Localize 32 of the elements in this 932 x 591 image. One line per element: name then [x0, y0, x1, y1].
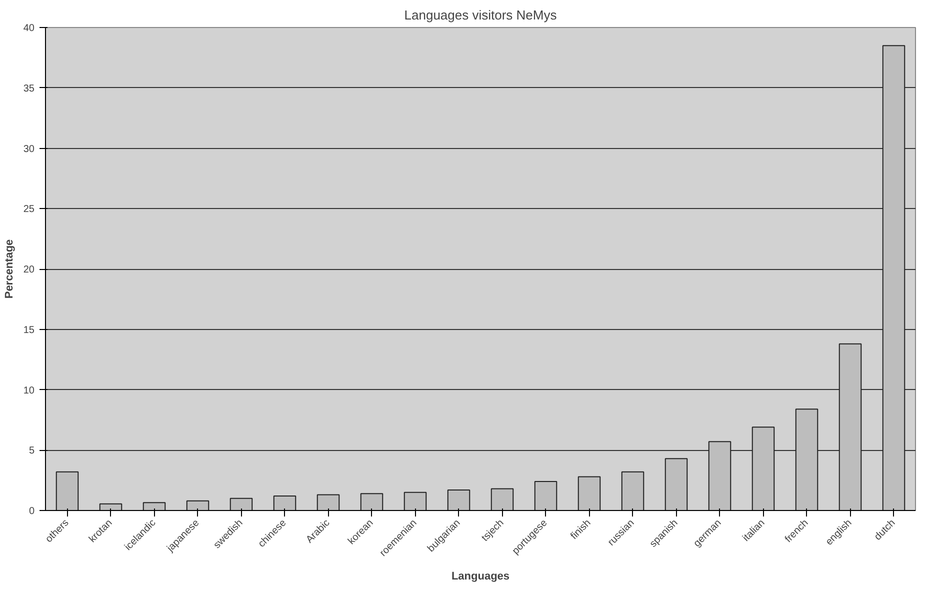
- bar: [534, 481, 558, 510]
- bar: [447, 489, 470, 510]
- y-tick-label: 30: [23, 144, 35, 155]
- bar: [273, 496, 296, 510]
- bar: [404, 492, 427, 510]
- bar: [186, 500, 210, 510]
- y-tick-label: 20: [23, 264, 35, 276]
- x-axis-title: Languages: [451, 570, 510, 583]
- bar: [56, 471, 79, 510]
- y-tick-label: 35: [23, 83, 35, 94]
- bar: [316, 494, 340, 510]
- bar: [99, 503, 122, 510]
- bar: [360, 493, 384, 510]
- bar: [795, 408, 818, 510]
- bar: [578, 476, 601, 510]
- bar: [490, 488, 514, 510]
- y-axis-title: Percentage: [3, 239, 16, 299]
- bar: [230, 498, 253, 510]
- y-tick-label: 10: [23, 385, 35, 396]
- bar: [142, 502, 166, 510]
- bar: [708, 441, 732, 510]
- bar: [752, 426, 775, 510]
- y-tick-label: 25: [23, 204, 35, 216]
- y-tick-label: 15: [23, 324, 35, 336]
- bar: [882, 45, 906, 510]
- y-tick-label: 0: [28, 506, 35, 517]
- y-tick-label: 40: [23, 23, 35, 34]
- bar: [664, 458, 688, 510]
- y-tick-label: 5: [28, 446, 35, 457]
- bar: [838, 343, 862, 510]
- bar: [621, 471, 644, 510]
- chart-title: Languages visitors NeMys: [404, 8, 558, 22]
